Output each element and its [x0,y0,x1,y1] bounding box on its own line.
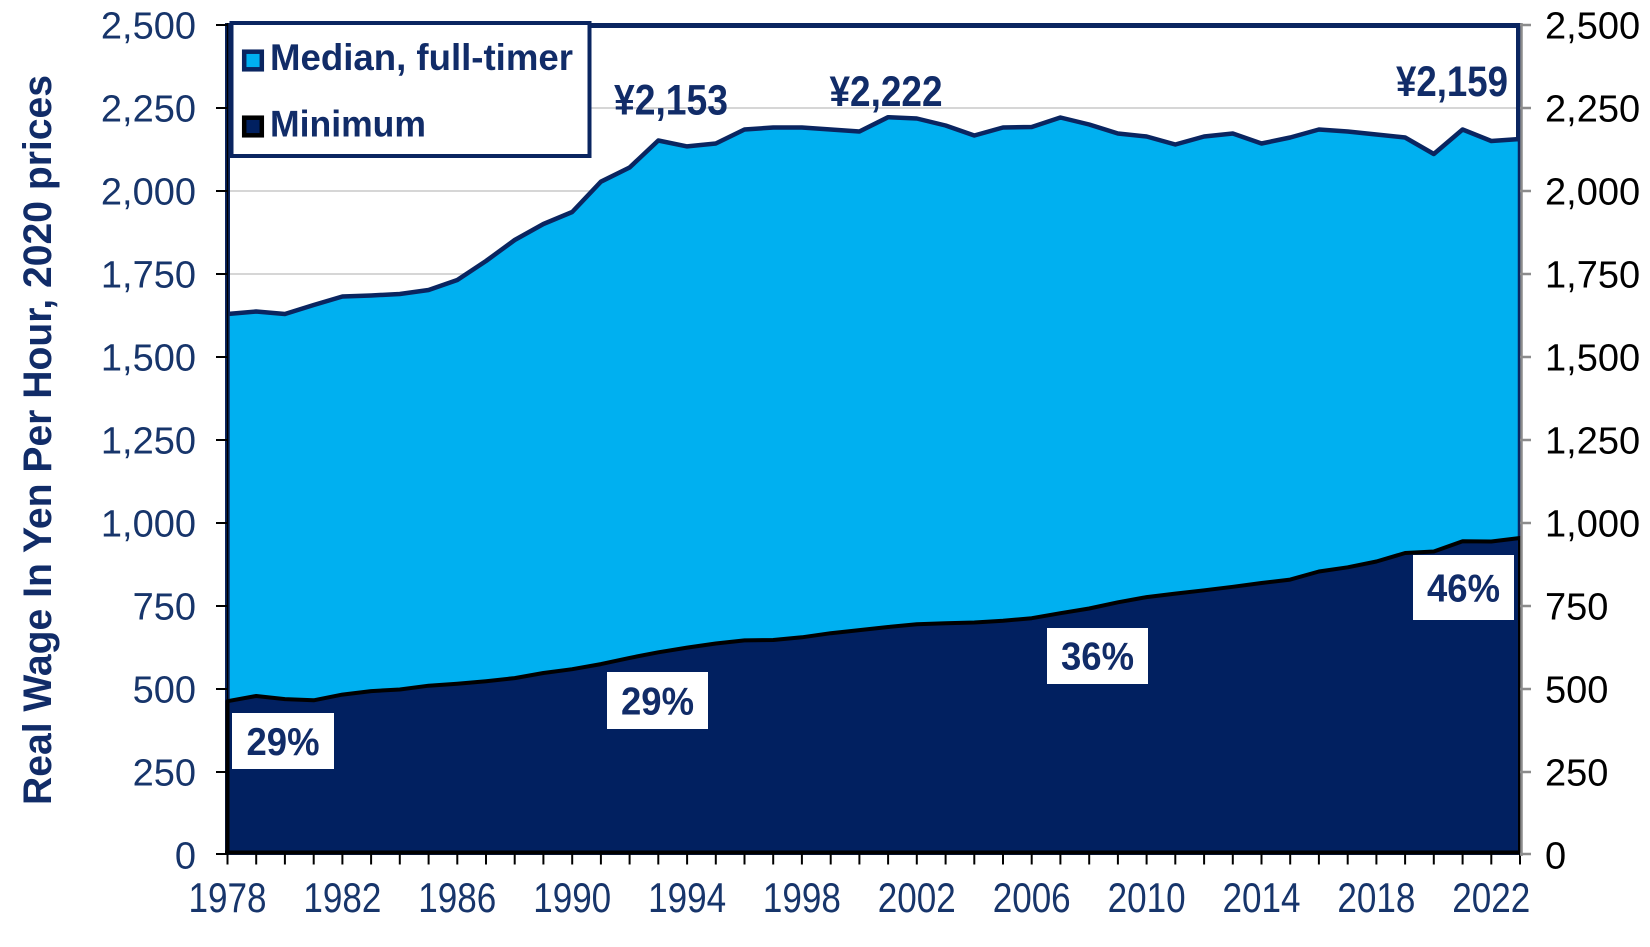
svg-text:1,250: 1,250 [1545,421,1640,463]
svg-text:Minimum: Minimum [270,104,426,145]
svg-text:2,000: 2,000 [101,172,196,214]
svg-text:1990: 1990 [533,874,611,921]
svg-text:1986: 1986 [418,874,496,921]
svg-text:1,000: 1,000 [1545,504,1640,546]
svg-text:1,750: 1,750 [1545,255,1640,297]
svg-text:750: 750 [133,587,196,629]
svg-text:1,750: 1,750 [101,255,196,297]
svg-text:¥2,153: ¥2,153 [614,77,728,125]
svg-text:1,250: 1,250 [101,421,196,463]
svg-text:Median, full-timer: Median, full-timer [270,37,573,78]
svg-text:¥2,159: ¥2,159 [1396,58,1508,106]
svg-text:0: 0 [175,836,196,878]
svg-text:1,500: 1,500 [101,338,196,380]
svg-text:1998: 1998 [763,874,841,921]
svg-text:2,250: 2,250 [1545,89,1640,131]
svg-text:36%: 36% [1061,636,1134,679]
svg-text:2014: 2014 [1223,874,1301,921]
svg-text:Real Wage In Yen Per Hour, 202: Real Wage In Yen Per Hour, 2020 prices [16,75,60,805]
svg-text:500: 500 [133,670,196,712]
svg-text:1,000: 1,000 [101,504,196,546]
svg-text:2,500: 2,500 [1545,6,1640,48]
svg-text:29%: 29% [247,721,320,764]
svg-text:29%: 29% [621,681,694,724]
svg-text:2022: 2022 [1452,874,1530,921]
svg-text:0: 0 [1545,836,1566,878]
svg-text:46%: 46% [1427,568,1500,611]
svg-text:1978: 1978 [189,874,267,921]
svg-text:750: 750 [1545,587,1608,629]
svg-text:2,000: 2,000 [1545,172,1640,214]
svg-text:1,500: 1,500 [1545,338,1640,380]
svg-text:2010: 2010 [1108,874,1186,921]
svg-text:2018: 2018 [1337,874,1415,921]
svg-text:500: 500 [1545,670,1608,712]
svg-text:2,250: 2,250 [101,89,196,131]
svg-text:250: 250 [1545,753,1608,795]
svg-text:2006: 2006 [993,874,1071,921]
svg-text:¥2,222: ¥2,222 [830,68,943,116]
svg-text:250: 250 [133,753,196,795]
svg-text:2002: 2002 [878,874,956,921]
svg-text:2,500: 2,500 [101,6,196,48]
svg-text:1994: 1994 [648,874,726,921]
svg-text:1982: 1982 [303,874,381,921]
